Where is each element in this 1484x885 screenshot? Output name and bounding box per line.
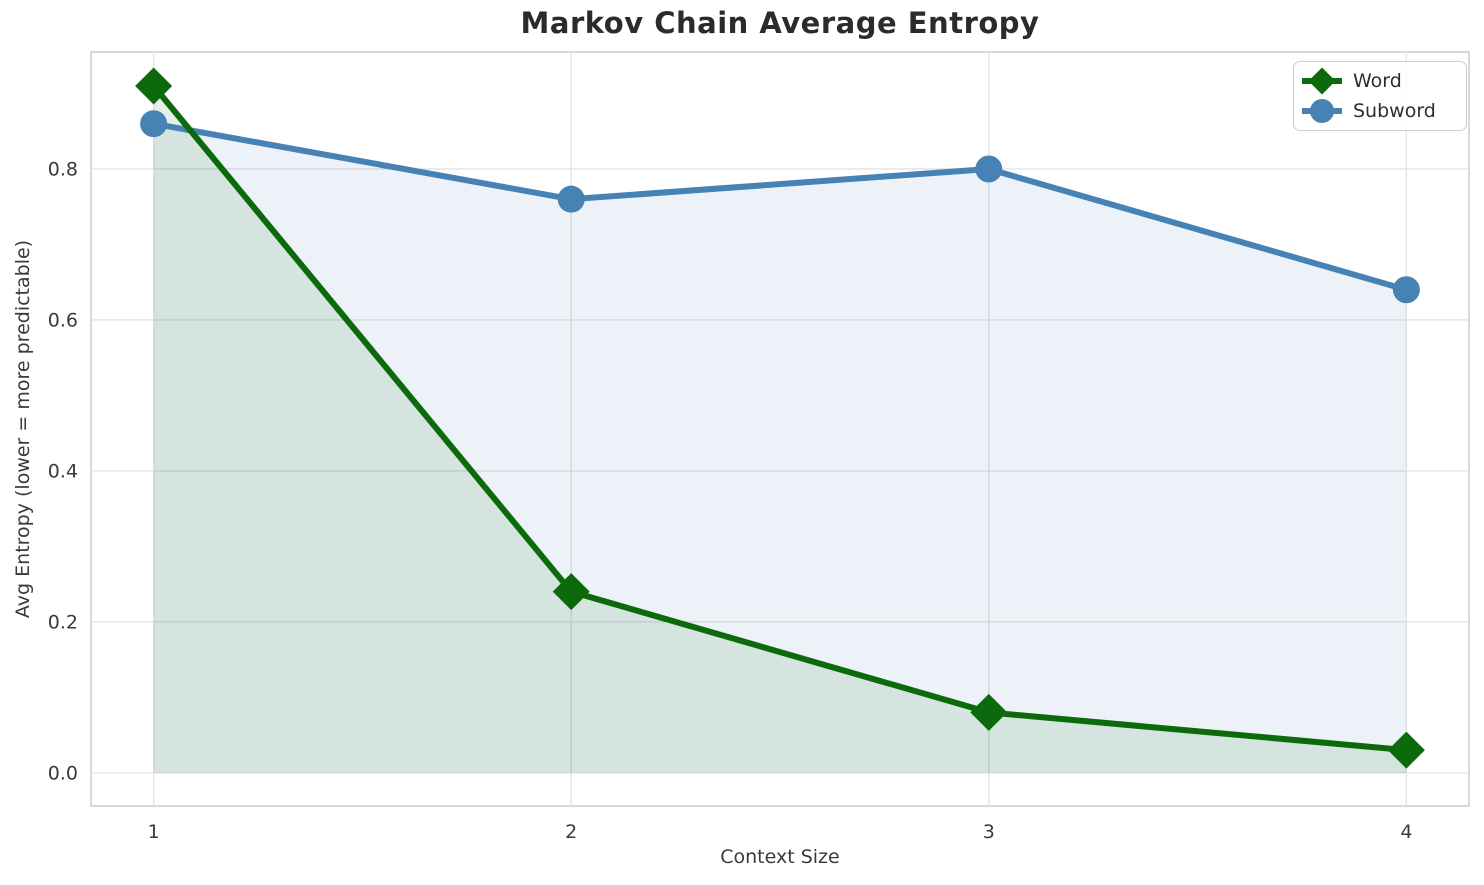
data-point-subword	[140, 110, 168, 138]
y-tick-label: 0.4	[48, 460, 78, 482]
area-fill-word	[153, 85, 1407, 773]
x-axis-label: Context Size	[720, 846, 840, 868]
x-tick-label: 3	[983, 821, 995, 843]
x-tick-label: 1	[148, 821, 160, 843]
y-tick-label: 0.8	[48, 158, 78, 180]
legend-label-word: Word	[1353, 70, 1402, 92]
series-line-word	[151, 84, 1407, 754]
data-point-word	[552, 573, 590, 611]
x-tick-label: 4	[1400, 821, 1412, 843]
data-point-subword	[1392, 276, 1420, 304]
y-axis-label: Avg Entropy (lower = more predictable)	[12, 239, 34, 619]
y-tick-label: 0.0	[48, 762, 78, 784]
legend-item-subword: Subword	[1300, 96, 1456, 126]
word-diamond-marker-icon	[1302, 67, 1342, 95]
y-tick-label: 0.6	[48, 309, 78, 331]
legend: Word Subword	[1293, 61, 1467, 131]
series-line-subword	[153, 120, 1408, 293]
x-tick-label: 2	[565, 821, 577, 843]
data-point-subword	[557, 185, 585, 213]
area-fill-subword	[153, 123, 1407, 773]
subword-circle-marker-icon	[1302, 99, 1342, 123]
plot-area	[90, 51, 1470, 807]
chart-title: Markov Chain Average Entropy	[520, 6, 1040, 40]
data-point-word	[135, 67, 173, 105]
legend-label-subword: Subword	[1353, 100, 1436, 122]
data-point-word	[1387, 731, 1425, 769]
legend-item-word: Word	[1300, 66, 1456, 96]
data-point-subword	[975, 155, 1003, 183]
y-tick-label: 0.2	[48, 611, 78, 633]
data-point-word	[970, 693, 1008, 731]
